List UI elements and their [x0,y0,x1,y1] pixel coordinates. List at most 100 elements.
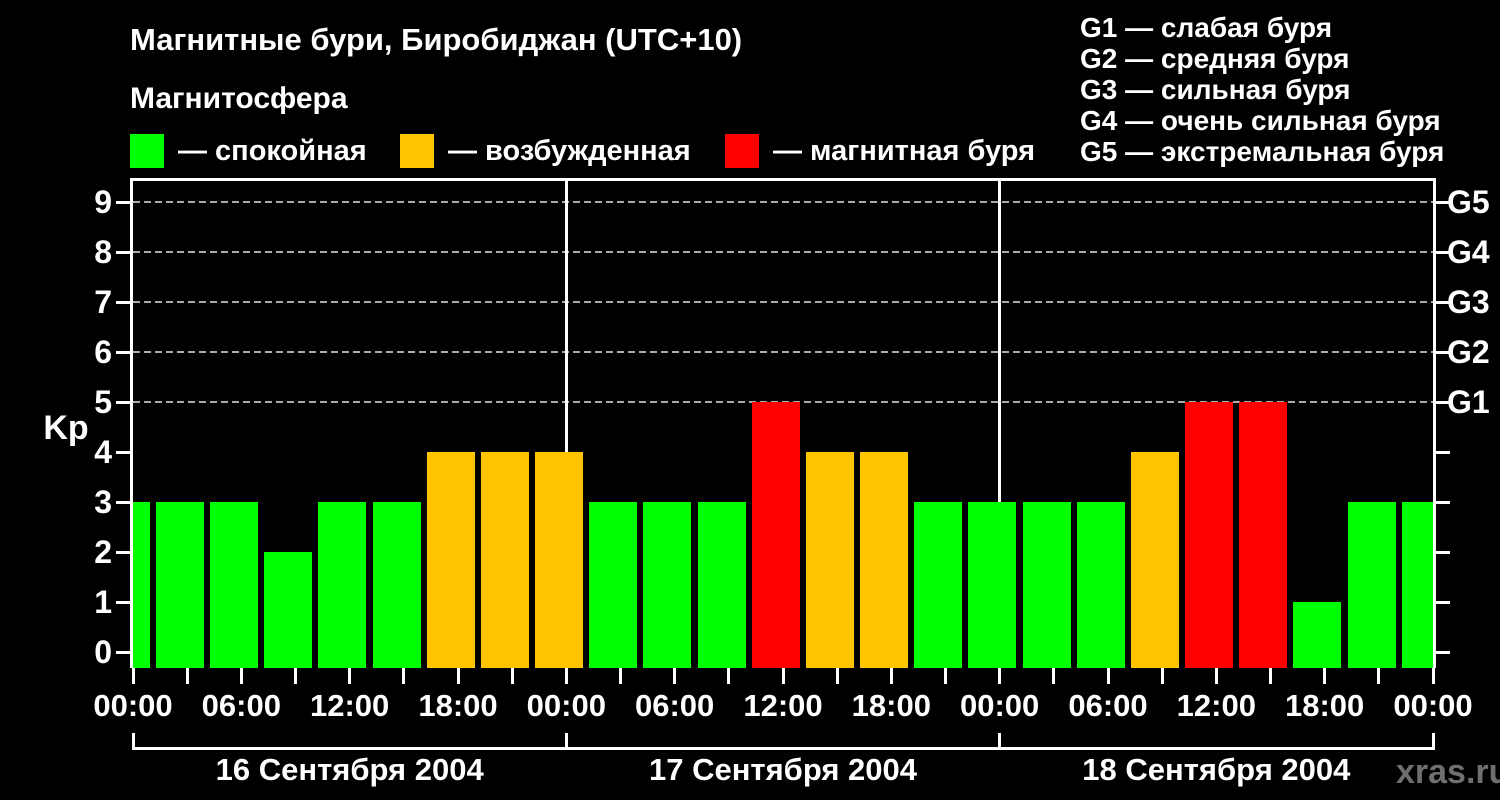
kp-bar [155,502,204,668]
gridline-kp-7 [133,301,1433,303]
x-tick-label: 12:00 [310,688,390,723]
kp-bar [318,502,367,668]
x-axis-tick [673,668,677,684]
date-label: 16 Сентября 2004 [215,752,484,787]
kp-bar [643,502,692,668]
bars-region [133,181,1433,668]
kp-bar [1076,502,1125,668]
x-axis-tick [781,668,785,684]
x-axis-tick [1160,668,1164,684]
kp-bar [1130,452,1179,668]
y-tick-label: 1 [94,584,112,620]
kp-bar [372,502,421,668]
x-axis-tick [239,668,243,684]
g4-description: G4 — очень сильная буря [1080,105,1441,136]
x-axis-tick [998,668,1002,684]
x-axis-tick [456,668,460,684]
y-tick-label: 5 [94,384,112,420]
legend-item-storm: — магнитная буря [725,134,1035,168]
kp-bar [1293,602,1342,668]
x-axis-tick [564,668,568,684]
x-tick-label: 06:00 [635,688,715,723]
g3-description: G3 — сильная буря [1080,74,1351,105]
y-axis-title: Kp [43,409,89,447]
storm-label: — магнитная буря [773,135,1036,167]
gridline-kp-6 [133,351,1433,353]
kp-bar [1239,402,1288,668]
y-tick-label: 0 [94,634,112,670]
x-tick-label: 18:00 [1285,688,1365,723]
legend-item-quiet: — спокойная [130,134,367,168]
kp-bar [860,452,909,668]
legend-item-excited: — возбужденная [400,134,691,168]
y-axis-tick [116,450,130,454]
y-axis-tick [116,500,130,504]
g2-description: G2 — средняя буря [1080,43,1350,74]
gridline-kp-8 [133,251,1433,253]
kp-bar [535,452,584,668]
x-tick-label: 12:00 [1176,688,1256,723]
x-axis-tick [185,668,189,684]
y-axis-tick [116,550,130,554]
g-scale-legend: G1 — слабая буря G2 — средняя буря G3 — … [1080,12,1444,167]
kp-bar [805,452,854,668]
y-axis-tick [116,300,130,304]
x-axis-tick [131,668,135,684]
y-axis-tick [116,250,130,254]
right-axis-tick [1436,450,1450,454]
right-axis-tick [1436,200,1450,204]
kp-bar [1347,502,1396,668]
y-axis-tick [116,350,130,354]
right-axis-tick [1436,400,1450,404]
x-axis-tick [348,668,352,684]
gridline-kp-9 [133,201,1433,203]
y-tick-label: 9 [94,184,112,220]
kp-bar [968,502,1017,668]
g-level-label: G2 [1447,334,1490,370]
date-bracket-tick [131,733,135,750]
x-tick-label: 18:00 [851,688,931,723]
kp-bar [697,502,746,668]
date-bracket-tick [998,733,1002,750]
g-level-label: G5 [1447,184,1490,220]
kp-bar [133,502,150,668]
right-axis-tick [1436,500,1450,504]
x-axis-tick [510,668,514,684]
kp-bar [264,552,313,668]
x-tick-label: 18:00 [418,688,498,723]
date-label: 18 Сентября 2004 [1082,752,1351,787]
y-tick-label: 7 [94,284,112,320]
x-tick-label: 00:00 [1393,688,1473,723]
y-tick-label: 3 [94,484,112,520]
quiet-label: — спокойная [178,135,367,167]
x-axis-tick [727,668,731,684]
y-axis-tick [116,400,130,404]
x-tick-label: 00:00 [526,688,606,723]
right-axis-tick [1436,550,1450,554]
g-level-label: G1 [1447,384,1490,420]
g1-description: G1 — слабая буря [1080,12,1333,43]
quiet-color-swatch [130,134,164,168]
kp-bar [1185,402,1234,668]
x-axis-tick [1052,668,1056,684]
x-axis-tick [402,668,406,684]
kp-bar [751,402,800,668]
x-axis-tick [1377,668,1381,684]
x-axis-tick [1106,668,1110,684]
date-bracket-line [133,747,1433,750]
kp-bar [426,452,475,668]
g-level-label: G4 [1447,234,1490,270]
g5-description: G5 — экстремальная буря [1080,136,1445,167]
kp-bar [1022,502,1071,668]
y-axis-tick [116,600,130,604]
kp-bar [480,452,529,668]
right-axis-tick [1436,250,1450,254]
x-tick-label: 06:00 [1068,688,1148,723]
x-axis-tick [835,668,839,684]
magnetosphere-label: Магнитосфера [130,82,348,115]
plot-area [130,178,1436,668]
page-title: Магнитные бури, Биробиджан (UTC+10) [130,22,743,57]
y-axis-tick [116,650,130,654]
right-axis-tick [1436,300,1450,304]
x-tick-label: 00:00 [93,688,173,723]
